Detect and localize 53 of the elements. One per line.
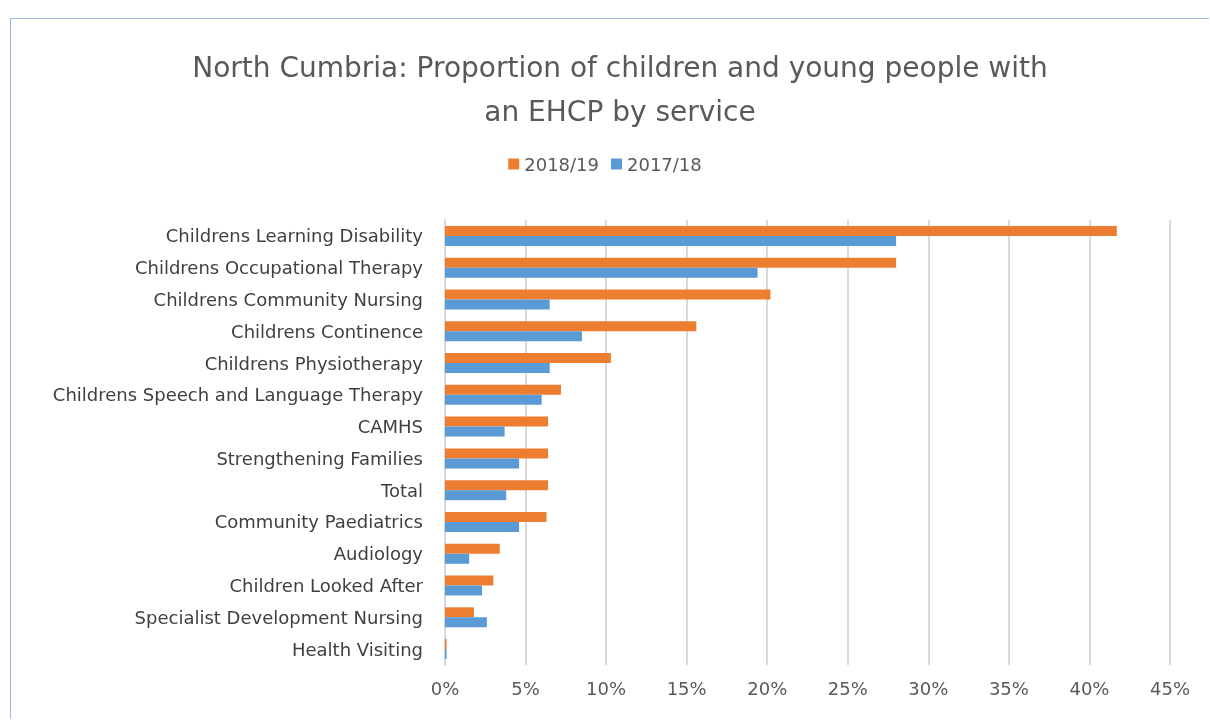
bar: [445, 553, 470, 564]
y-tick-label: Childrens Learning Disability: [165, 225, 424, 247]
x-tick-label: 15%: [666, 677, 707, 699]
bar: [445, 353, 611, 364]
bar: [445, 426, 505, 437]
bar: [445, 299, 550, 310]
y-tick-label: Childrens Continence: [231, 320, 423, 342]
bar: [445, 585, 483, 596]
bar: [445, 363, 550, 374]
x-tick-label: 45%: [1149, 677, 1191, 699]
bar: [445, 289, 771, 300]
y-tick-label: Total: [379, 479, 423, 501]
bar: [445, 267, 758, 278]
y-tick-label: Childrens Occupational Therapy: [134, 257, 424, 279]
chart-title: North Cumbria: Proportion of children and young people with an EHCP by service: [192, 50, 1048, 128]
y-tick-label: Strengthening Families: [216, 447, 423, 469]
bar: [445, 448, 549, 459]
bar: [445, 607, 474, 618]
y-tick-label: Childrens Physiotherapy: [204, 352, 424, 374]
bar: [445, 543, 500, 554]
y-tick-label: Childrens Community Nursing: [153, 288, 423, 310]
bar: [445, 575, 494, 586]
x-tick-label: 20%: [747, 677, 788, 699]
bar: [445, 416, 549, 427]
x-tick-label: 35%: [988, 677, 1029, 699]
legend-label: 2017/18: [627, 153, 702, 175]
x-tick-label: 0%: [430, 677, 460, 699]
y-tick-label: Specialist Development Nursing: [134, 606, 423, 628]
bar: [445, 331, 582, 342]
bar: [445, 321, 697, 332]
bar: [445, 384, 561, 395]
bar: [445, 617, 487, 628]
x-tick-label: 30%: [908, 677, 949, 699]
legend-label: 2018/19: [524, 153, 599, 175]
bar: [445, 521, 520, 532]
y-tick-label: Children Looked After: [229, 575, 424, 597]
x-tick-label: 5%: [511, 677, 540, 699]
bar: [445, 480, 549, 491]
bar: [445, 511, 547, 522]
bar: [445, 458, 520, 469]
y-tick-label: CAMHS: [357, 416, 423, 438]
x-tick-label: 40%: [1069, 677, 1110, 699]
bar: [445, 225, 1117, 236]
bar: [445, 490, 507, 501]
bar: [445, 257, 897, 268]
x-tick-label: 25%: [827, 677, 868, 699]
x-tick-label: 10%: [586, 677, 627, 699]
bar: [445, 394, 542, 405]
y-tick-label: Audiology: [333, 543, 424, 565]
bar: [445, 235, 897, 246]
y-tick-label: Health Visiting: [291, 638, 423, 660]
y-tick-label: Childrens Speech and Language Therapy: [52, 384, 424, 406]
y-tick-label: Community Paediatrics: [214, 511, 423, 533]
